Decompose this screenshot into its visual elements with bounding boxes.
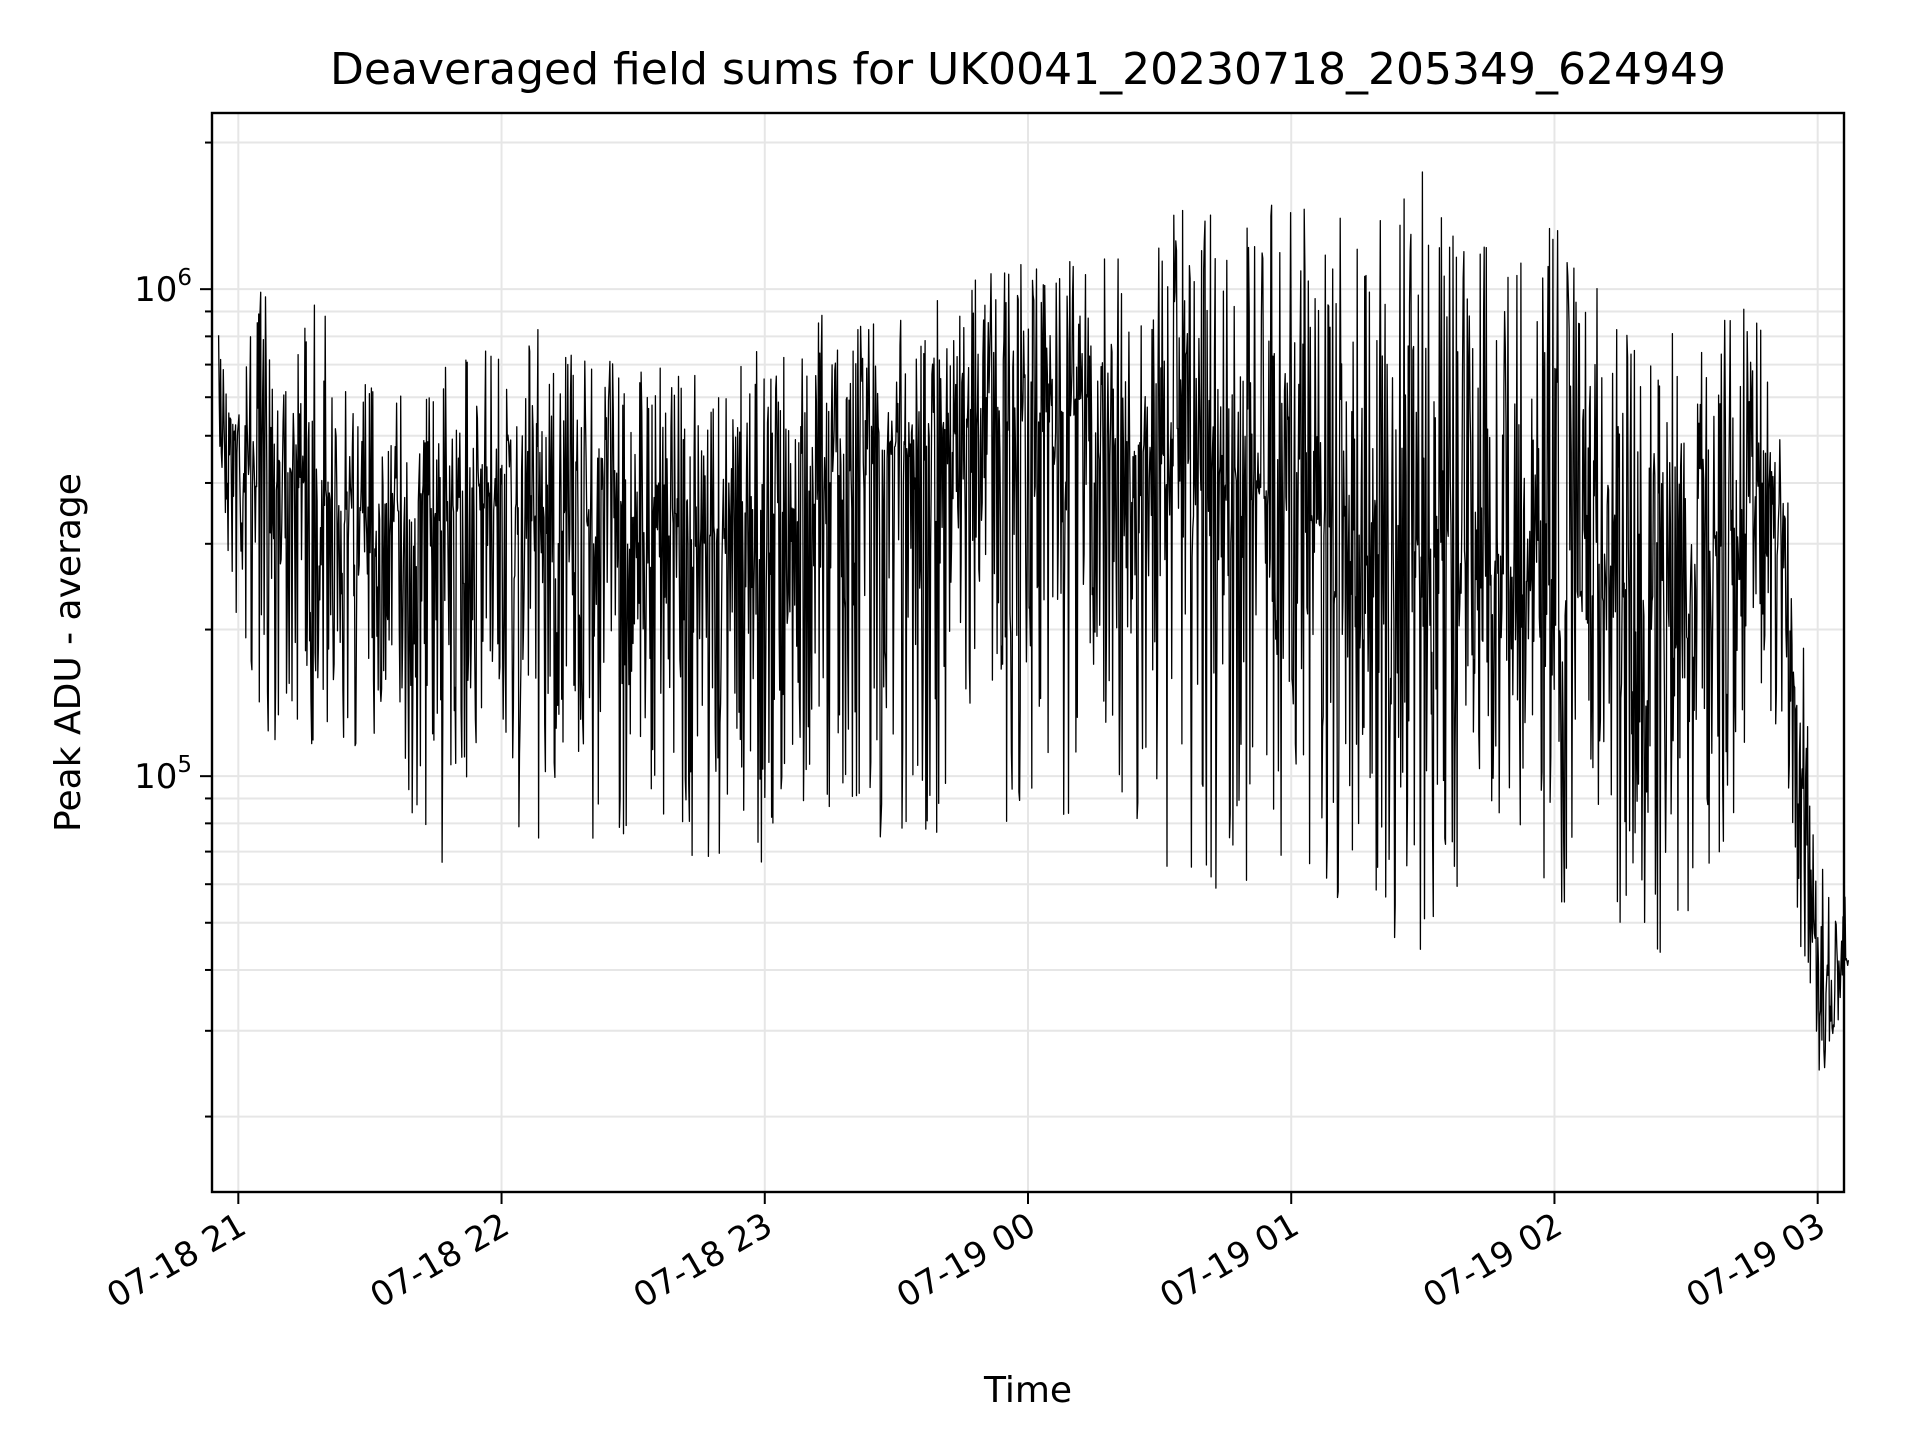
y-tick-label: 106 [134, 265, 192, 310]
y-axis-label: Peak ADU - average [48, 473, 89, 832]
x-tick-label: 07-18 22 [364, 1205, 516, 1316]
x-tick-label: 07-19 00 [890, 1205, 1042, 1316]
chart-title: Deaveraged field sums for UK0041_2023071… [330, 44, 1726, 95]
data-layer [217, 171, 1850, 1071]
x-tick-label: 07-19 01 [1153, 1205, 1305, 1316]
x-axis-label: Time [983, 1370, 1072, 1411]
x-tick-label: 07-18 21 [100, 1205, 252, 1316]
series-line [217, 171, 1850, 1071]
x-axis: 07-18 21 07-18 22 07-18 23 07-19 00 07-19 01… [100, 1192, 1832, 1316]
x-tick-label: 07-18 23 [627, 1205, 779, 1316]
y-axis: 105 106 [134, 141, 212, 1118]
y-tick-label: 105 [134, 752, 192, 797]
x-tick-label: 07-19 02 [1417, 1205, 1569, 1316]
x-tick-label: 07-19 03 [1680, 1205, 1832, 1316]
